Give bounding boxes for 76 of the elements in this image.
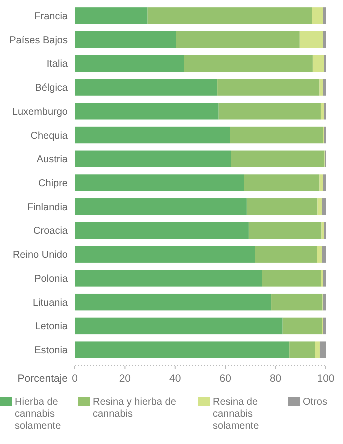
bar	[320, 79, 324, 96]
y-tick-label: Francia	[34, 11, 68, 22]
bar	[312, 55, 324, 72]
bar	[312, 8, 324, 24]
bar	[323, 79, 326, 96]
y-tick-label: Polonia	[34, 274, 68, 285]
bar	[320, 103, 324, 120]
bar	[148, 8, 312, 24]
bar	[262, 270, 322, 287]
bar	[315, 342, 320, 358]
bar	[218, 103, 321, 120]
bar	[75, 342, 290, 358]
bar	[75, 294, 272, 311]
bar	[317, 246, 322, 263]
bar	[75, 150, 232, 168]
bar	[75, 222, 249, 240]
bar	[75, 79, 218, 96]
y-tick-label: Estonia	[34, 346, 68, 357]
bar	[318, 198, 322, 216]
bar	[320, 174, 324, 192]
x-tick-label: 100	[317, 373, 335, 385]
bar	[75, 126, 230, 144]
y-tick-label: Países Bajos	[10, 35, 68, 46]
y-tick-label: Croacia	[34, 226, 68, 238]
bar	[323, 174, 326, 192]
y-tick-label: Lituania	[32, 298, 68, 309]
x-tick-label: 0	[72, 373, 78, 385]
x-tick-label: 20	[119, 373, 132, 385]
bar	[323, 270, 326, 287]
bar	[323, 31, 326, 48]
bar	[322, 222, 324, 240]
legend-label: Hierba de cannabis solamente	[15, 397, 62, 432]
bar	[248, 222, 322, 240]
bar	[75, 31, 176, 48]
y-tick-label: Letonia	[35, 322, 68, 333]
bar	[322, 198, 326, 216]
y-tick-label: Italia	[46, 59, 68, 70]
bar	[75, 198, 247, 216]
y-tick-label: Reino Unido	[12, 250, 68, 262]
y-tick-label: Chequia	[30, 130, 68, 142]
y-tick-label: Chipre	[38, 178, 68, 190]
legend-label: Resina de cannabis solamente	[213, 397, 260, 432]
x-axis-title: Porcentaje	[18, 373, 68, 385]
bar	[230, 126, 324, 144]
bar	[75, 174, 244, 192]
bar	[75, 55, 184, 72]
bar	[323, 8, 326, 24]
bar	[231, 150, 325, 168]
x-tick-label: 60	[220, 373, 232, 385]
bar	[75, 270, 262, 287]
y-tick-label: Bélgica	[35, 83, 68, 94]
bar	[255, 246, 318, 263]
bar	[75, 8, 148, 24]
x-tick-label: 40	[170, 373, 182, 385]
bar	[323, 318, 326, 335]
bar	[322, 246, 326, 263]
bar	[184, 55, 313, 72]
bar	[282, 318, 322, 335]
bar	[300, 31, 324, 48]
x-tick-label: 80	[270, 373, 282, 385]
y-tick-label: Finlandia	[27, 202, 68, 214]
y-tick-label: Austria	[36, 154, 68, 166]
bar	[290, 342, 316, 358]
bar	[246, 198, 318, 216]
y-tick-label: Luxemburgo	[12, 106, 68, 118]
bar	[272, 294, 323, 311]
bar	[75, 318, 283, 335]
bar	[75, 246, 256, 263]
bar	[218, 79, 320, 96]
bar	[176, 31, 300, 48]
bar	[75, 103, 219, 120]
bar	[244, 174, 320, 192]
legend-label: Otros	[303, 397, 328, 408]
legend-label: Resina y hierba de cannabis	[93, 397, 177, 420]
bar	[320, 342, 326, 358]
bar	[323, 294, 326, 311]
